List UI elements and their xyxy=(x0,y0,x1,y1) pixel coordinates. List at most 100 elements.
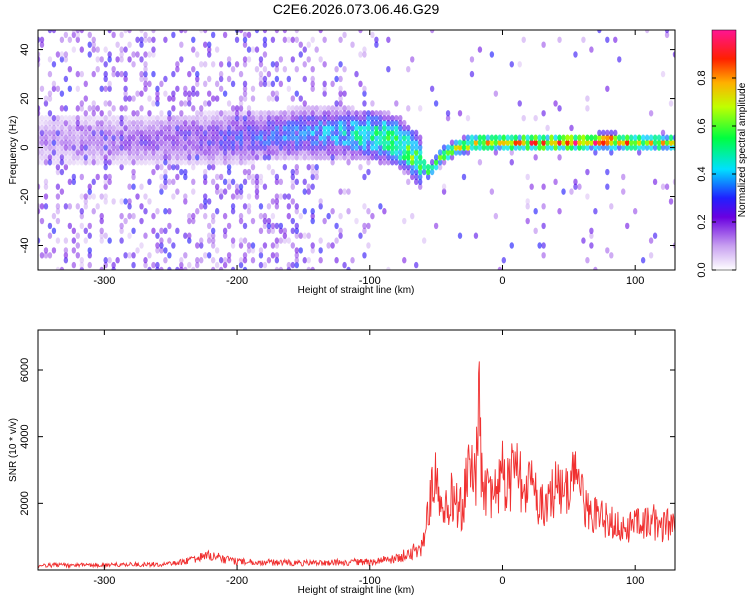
spectrogram-cell xyxy=(410,154,415,161)
spectrogram-cell xyxy=(294,232,299,239)
spectrogram-cell xyxy=(167,144,172,151)
spectrogram-cell xyxy=(310,134,315,141)
spectrogram-cell xyxy=(238,129,244,137)
spectrogram-cell xyxy=(593,139,598,146)
spectrogram-cell xyxy=(119,198,124,205)
spectrogram-cell xyxy=(143,65,148,73)
spectrogram-cell xyxy=(91,208,96,215)
spectrogram-cell xyxy=(59,168,65,176)
spectrogram-cell xyxy=(163,247,168,254)
spectrogram-cell xyxy=(286,134,292,141)
spectrogram-cell xyxy=(318,114,323,122)
spectrogram-cell xyxy=(418,168,423,176)
spectrogram-cell xyxy=(668,139,674,146)
spectrogram-cell xyxy=(286,212,292,220)
spectrogram-cell xyxy=(135,90,140,97)
spectrogram-cell xyxy=(274,149,280,156)
spectrogram-cell xyxy=(51,159,57,166)
spectrogram-cell xyxy=(342,149,347,156)
spectrogram-cell xyxy=(242,222,248,230)
spectrogram-cell xyxy=(218,188,224,195)
spectrogram-cell xyxy=(83,129,88,137)
spectrogram-cell xyxy=(79,159,84,166)
spectrogram-cell xyxy=(199,149,204,156)
spectrogram-cell xyxy=(270,134,276,141)
spectrogram-cell xyxy=(179,144,184,151)
y-tick-label: -20 xyxy=(19,189,31,205)
spectrogram-cell xyxy=(203,61,208,68)
spectrogram-cell xyxy=(505,144,510,151)
spectrogram-cell xyxy=(123,90,128,97)
spectrogram-cell xyxy=(107,85,112,92)
spectrogram-cell xyxy=(218,114,224,122)
spectrogram-cell xyxy=(629,139,634,146)
spectrogram-cell xyxy=(262,134,268,141)
spectrogram-cell xyxy=(226,56,232,63)
spectrogram-cell xyxy=(187,124,192,132)
spectrogram-cell xyxy=(127,144,132,151)
spectrogram-cell xyxy=(210,124,216,132)
spectrogram-cell xyxy=(497,144,503,151)
spectrogram-cell xyxy=(250,124,256,132)
spectrogram-cell xyxy=(95,46,100,53)
spectrogram-cell xyxy=(75,36,81,43)
spectrogram-cell xyxy=(167,154,172,161)
spectrogram-cell xyxy=(294,163,299,171)
spectrogram-cell xyxy=(143,31,148,39)
spectrogram-cell xyxy=(402,134,407,141)
spectrogram-cell xyxy=(258,261,264,269)
spectrogram-cell xyxy=(230,144,236,151)
spectrogram-cell xyxy=(410,159,415,166)
spectrogram-cell xyxy=(648,110,654,117)
spectrogram-cell xyxy=(135,124,140,132)
spectrogram-cell xyxy=(71,114,77,122)
spectrogram-cell xyxy=(38,124,41,132)
spectrogram-cell xyxy=(266,139,272,146)
spectrogram-cell xyxy=(266,95,272,102)
spectrogram-cell xyxy=(123,149,128,156)
spectrogram-cell xyxy=(51,124,57,132)
spectrogram-cell xyxy=(326,134,331,141)
spectrogram-cell xyxy=(159,149,164,156)
spectrogram-cell xyxy=(95,105,100,112)
spectrogram-cell xyxy=(310,36,315,43)
spectrogram-cell xyxy=(262,212,268,220)
spectrogram-cell xyxy=(294,168,299,176)
spectrogram-cell xyxy=(159,110,164,117)
spectrogram-cell xyxy=(163,36,168,43)
spectrogram-cell xyxy=(509,159,514,166)
spectrogram-cell xyxy=(541,242,546,249)
spectrogram-cell xyxy=(195,90,200,97)
spectrogram-cell xyxy=(609,252,614,259)
spectrogram-cell xyxy=(541,252,546,259)
spectrogram-cell xyxy=(254,119,260,127)
spectrogram-cell xyxy=(625,144,630,151)
spectrogram-cell xyxy=(103,85,108,92)
spectrogram-cell xyxy=(346,208,351,215)
spectrogram-cell xyxy=(274,266,280,270)
spectrogram-cell xyxy=(461,134,467,141)
spectrogram-cell xyxy=(119,149,124,156)
colorbar-tick-label: 0.6 xyxy=(696,118,708,133)
spectrogram-cell xyxy=(123,70,128,78)
spectrogram-cell xyxy=(59,134,65,141)
spectrogram-cell xyxy=(306,144,311,151)
spectrogram-cell xyxy=(203,212,208,220)
spectrogram-cell xyxy=(67,134,73,141)
spectrogram-cell xyxy=(250,159,256,166)
spectrogram-cell xyxy=(151,144,156,151)
spectrogram-cell xyxy=(147,51,152,58)
spectrogram-cell xyxy=(362,110,367,117)
spectrogram-cell xyxy=(107,110,112,117)
spectrogram-cell xyxy=(171,144,176,151)
spectrogram-cell xyxy=(465,139,471,146)
spectrogram-cell xyxy=(171,134,176,141)
spectrogram-cell xyxy=(95,124,100,132)
spectrogram-cell xyxy=(99,124,104,132)
spectrogram-cell xyxy=(87,41,92,48)
spectrogram-cell xyxy=(648,139,654,146)
spectrogram-cell xyxy=(282,193,288,200)
spectrogram-cell xyxy=(103,134,108,141)
spectrogram-cell xyxy=(350,129,355,137)
spectrogram-cell xyxy=(290,217,295,225)
